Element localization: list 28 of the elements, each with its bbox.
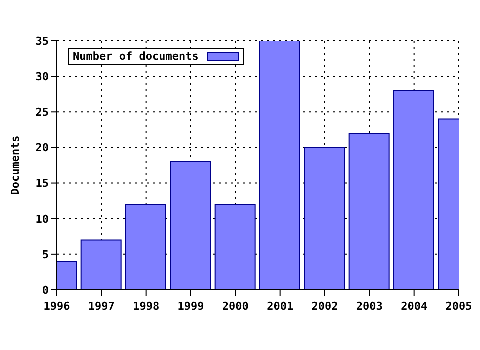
x-tick-label: 1998	[133, 300, 160, 313]
bar	[394, 90, 434, 290]
x-tick-label: 1997	[88, 300, 115, 313]
x-tick-label: 1996	[44, 300, 71, 313]
legend-label: Number of documents	[73, 50, 199, 63]
bar	[214, 204, 256, 290]
y-axis-title: Documents	[8, 136, 22, 196]
x-tick-label: 2002	[312, 300, 338, 313]
y-tick-label: 35	[36, 34, 49, 48]
bar	[126, 204, 166, 290]
x-tick-label: 2001	[267, 300, 294, 313]
y-tick-label: 20	[36, 142, 49, 155]
y-tick-label: 15	[36, 177, 49, 190]
y-tick-label: 25	[36, 106, 49, 120]
y-tick-label: 30	[36, 70, 49, 84]
x-tick-label: 2000	[222, 300, 249, 313]
bar	[80, 240, 122, 290]
bar	[348, 132, 390, 290]
x-tick-label: 1999	[178, 300, 204, 313]
y-tick-label: 10	[36, 212, 49, 226]
bar	[170, 161, 212, 290]
x-tick-label: 2003	[356, 300, 383, 313]
y-tick-label: 0	[42, 284, 49, 297]
bar	[260, 41, 300, 290]
y-tick-label: 5	[42, 248, 49, 262]
x-tick-label: 2004	[401, 300, 428, 313]
x-tick-label: 2005	[446, 300, 472, 313]
bar	[304, 147, 346, 290]
